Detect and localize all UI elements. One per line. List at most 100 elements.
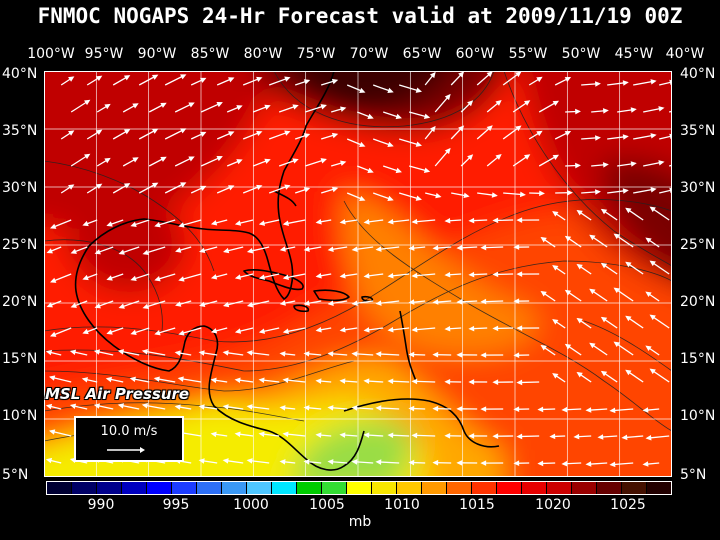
- wind-arrow: [282, 377, 306, 383]
- wind-arrow: [444, 379, 462, 385]
- lon-label: 90°W: [137, 46, 177, 62]
- wind-arrow: [130, 327, 150, 336]
- wind-arrow: [106, 327, 124, 335]
- lat-label-left: 25°N: [2, 237, 38, 253]
- colorbar-cell: [497, 482, 522, 494]
- wind-arrow: [492, 271, 514, 278]
- wind-arrow: [303, 459, 322, 465]
- wind-arrow: [190, 77, 207, 86]
- wind-arrow: [222, 458, 244, 464]
- colorbar-cell: [522, 482, 547, 494]
- wind-arrow: [331, 106, 347, 113]
- wind-arrow: [408, 459, 426, 466]
- longitude-labels: 100°W 95°W 90°W 85°W 80°W 75°W 70°W 65°W…: [0, 46, 720, 66]
- overlay-label: MSL Air Pressure: [45, 385, 190, 403]
- wind-arrow: [199, 246, 218, 254]
- wind-arrow: [122, 157, 139, 167]
- wind-arrow: [600, 208, 618, 221]
- wind-arrow: [576, 209, 592, 221]
- wind-arrow: [408, 405, 426, 412]
- wind-arrow: [327, 459, 348, 465]
- wind-arrow: [154, 219, 176, 228]
- wind-arrow: [339, 432, 358, 438]
- wind-arrow: [565, 162, 581, 169]
- colorbar: [46, 481, 672, 495]
- wind-arrow: [600, 262, 618, 275]
- wind-arrow: [70, 99, 91, 113]
- wind-arrow: [112, 183, 131, 194]
- wind-arrow: [112, 129, 131, 140]
- wind-arrow: [86, 75, 103, 86]
- lon-label: 60°W: [455, 46, 495, 62]
- wind-arrow: [468, 217, 488, 224]
- wind-arrow: [86, 183, 103, 194]
- lat-label-right: 25°N: [680, 237, 716, 253]
- wind-arrow: [154, 273, 176, 282]
- wind-arrow: [105, 376, 124, 383]
- wind-arrow: [643, 160, 665, 167]
- isobar: [343, 200, 672, 432]
- wind-arrow: [591, 162, 609, 168]
- colorbar-cell: [47, 482, 72, 494]
- colorbar-tick-labels: 990 995 1000 1005 1010 1015 1020 1025: [0, 497, 720, 515]
- colorbar-cell: [397, 482, 422, 494]
- wind-arrow: [279, 459, 296, 465]
- wind-arrow: [600, 316, 618, 329]
- lon-label: 75°W: [296, 46, 336, 62]
- map-frame: [44, 71, 672, 477]
- wind-arrow: [222, 300, 244, 308]
- wind-arrow: [581, 189, 601, 195]
- wind-arrow: [363, 219, 384, 225]
- wind-arrow: [581, 135, 601, 141]
- wind-arrow: [282, 327, 306, 334]
- wind-arrow: [130, 273, 150, 282]
- colorbar-cell: [197, 482, 222, 494]
- wind-arrow: [346, 138, 366, 147]
- wind-arrow: [408, 351, 426, 358]
- wind-arrow: [60, 76, 75, 86]
- wind-arrow: [351, 459, 374, 465]
- wind-arrow: [130, 219, 150, 228]
- wind-arrow: [529, 190, 545, 197]
- wind-arrow: [258, 431, 280, 437]
- wind-arrow: [645, 435, 670, 441]
- wind-arrow: [476, 71, 493, 86]
- wind-arrow: [222, 246, 244, 254]
- wind-arrow: [538, 100, 560, 113]
- wind-arrow: [141, 402, 166, 410]
- wind-arrow: [118, 246, 140, 255]
- wind-arrow: [591, 108, 609, 114]
- wind-arrow: [268, 76, 291, 86]
- wind-arrow: [607, 80, 629, 86]
- wind-arrow: [148, 156, 167, 167]
- wind-arrow: [148, 102, 167, 113]
- wind-arrow: [540, 344, 556, 356]
- lat-label-left: 5°N: [2, 467, 29, 483]
- wind-arrow: [234, 273, 254, 280]
- wind-arrow: [242, 184, 263, 194]
- wind-arrow: [315, 218, 332, 225]
- wind-arrow: [411, 272, 436, 279]
- wind-arrow: [528, 130, 543, 140]
- colorbar-cell: [647, 482, 671, 494]
- wind-arrow: [315, 378, 332, 384]
- wind-arrow: [210, 431, 228, 438]
- wind-arrow: [50, 219, 72, 229]
- wind-arrow: [199, 300, 218, 308]
- wind-arrow: [331, 160, 347, 167]
- wind-reference-arrow-icon: [107, 447, 145, 453]
- wind-arrow: [625, 207, 644, 221]
- wind-arrow: [372, 192, 394, 201]
- wind-arrow: [198, 458, 218, 464]
- wind-arrow: [468, 379, 488, 385]
- colorbar-cell: [622, 482, 647, 494]
- wind-arrow: [178, 273, 202, 282]
- lat-label-left: 15°N: [2, 351, 38, 367]
- wind-arrow: [242, 130, 263, 140]
- wind-arrow: [513, 298, 530, 304]
- lat-label-left: 40°N: [2, 66, 38, 82]
- wind-arrow: [164, 74, 187, 86]
- wind-arrow: [142, 300, 166, 310]
- wind-arrow: [387, 326, 410, 333]
- wind-arrow: [138, 128, 159, 140]
